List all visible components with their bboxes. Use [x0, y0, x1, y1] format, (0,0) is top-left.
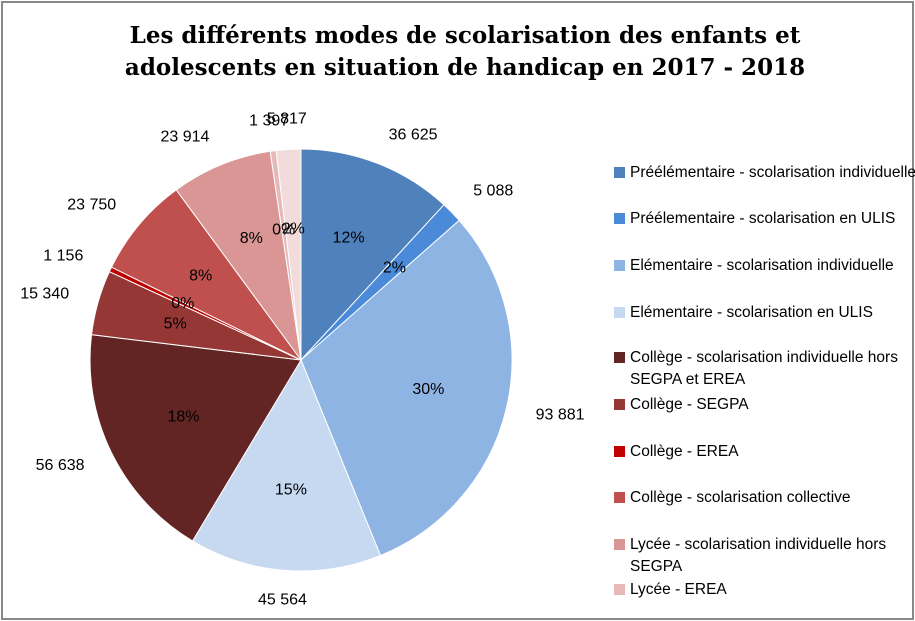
value-label: 45 564: [258, 592, 307, 609]
value-label: 36 625: [389, 127, 438, 144]
legend-label: Collège - SEGPA: [630, 396, 749, 413]
percent-label: 15%: [275, 482, 307, 499]
percent-label: 8%: [240, 230, 263, 247]
legend-entry: Lycée - EREA: [612, 579, 915, 601]
legend-label: Collège - scolarisation collective: [630, 489, 851, 506]
percent-label: 12%: [333, 229, 365, 246]
value-label: 5 088: [473, 183, 513, 200]
legend-label: Lycée - EREA: [630, 581, 727, 598]
legend-entry: Collège - EREA: [612, 441, 915, 463]
legend-swatch: [614, 539, 625, 550]
legend-swatch: [614, 352, 625, 363]
pie-slice: [191, 358, 382, 572]
legend-swatch: [614, 446, 625, 457]
percent-label: 8%: [189, 267, 212, 284]
legend-label: Elémentaire - scolarisation individuelle: [630, 257, 894, 274]
legend-entry: Préélementaire - scolarisation en ULIS: [612, 208, 915, 230]
legend-entry: Collège - scolarisation collective: [612, 487, 915, 509]
pie-slice: [275, 148, 302, 361]
legend-entry: Elémentaire - scolarisation individuelle: [612, 255, 915, 277]
legend-label: Collège - EREA: [630, 443, 739, 460]
value-label: 15 340: [20, 286, 69, 303]
legend-label: Elémentaire - scolarisation en ULIS: [630, 304, 873, 321]
percent-label: 5%: [164, 316, 187, 333]
legend-swatch: [614, 213, 625, 224]
legend-entry: Elémentaire - scolarisation en ULIS: [612, 302, 915, 324]
value-label: 93 881: [536, 406, 585, 423]
value-label: 5 817: [267, 111, 307, 128]
legend-swatch: [614, 167, 625, 178]
legend-label: Préélémentaire - scolarisation individue…: [630, 164, 915, 181]
pie-slice: [175, 150, 302, 361]
percent-label: 0%: [272, 222, 295, 239]
legend-entry: Collège - SEGPA: [612, 394, 915, 416]
pie-slice: [110, 189, 302, 361]
percent-label: 18%: [167, 409, 199, 426]
legend-entry: Préélémentaire - scolarisation individue…: [612, 162, 915, 184]
chart-title: Les différents modes de scolarisation de…: [124, 22, 806, 81]
legend-entry: Lycée - scolarisation individuelle hors …: [612, 534, 915, 578]
pie-slice: [300, 148, 445, 362]
legend-label: Préélementaire - scolarisation en ULIS: [630, 210, 896, 227]
legend-swatch: [614, 584, 625, 595]
value-label: 1 156: [43, 248, 83, 265]
value-label: 23 914: [161, 128, 210, 145]
percent-label: 0%: [171, 295, 194, 312]
title-box: Les différents modes de scolarisation de…: [124, 22, 806, 81]
value-label: 23 750: [67, 197, 116, 214]
legend-swatch: [614, 399, 625, 410]
legend-label: Lycée - scolarisation individuelle hors …: [630, 536, 887, 575]
pie-slice: [300, 219, 513, 557]
percent-label: 2%: [282, 221, 305, 238]
percent-label: 30%: [412, 381, 444, 398]
pie-slice: [89, 334, 302, 542]
value-label: 1 397: [249, 112, 289, 129]
legend-entry: Collège - scolarisation individuelle hor…: [612, 347, 915, 391]
percent-label: 2%: [383, 260, 406, 277]
legend-swatch: [614, 260, 625, 271]
legend-label: Collège - scolarisation individuelle hor…: [630, 349, 898, 388]
legend-swatch: [614, 307, 625, 318]
legend-swatch: [614, 492, 625, 503]
value-label: 56 638: [36, 457, 85, 474]
